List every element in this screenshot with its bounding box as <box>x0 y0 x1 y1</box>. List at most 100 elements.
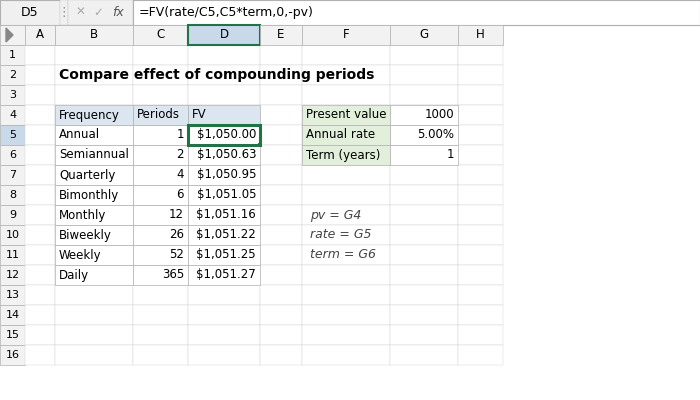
Text: Bimonthly: Bimonthly <box>59 188 119 202</box>
Bar <box>55 265 133 285</box>
Bar <box>260 145 302 165</box>
Bar <box>302 345 390 365</box>
Bar <box>133 205 188 225</box>
Text: 7: 7 <box>9 170 16 180</box>
Bar <box>55 165 133 185</box>
Bar <box>188 165 260 185</box>
Text: 365: 365 <box>162 268 184 282</box>
Bar <box>25 205 55 225</box>
Bar <box>390 245 458 265</box>
Bar <box>25 185 55 205</box>
Text: ⋮: ⋮ <box>57 6 70 19</box>
Bar <box>188 265 260 285</box>
Bar <box>25 85 55 105</box>
Bar <box>55 345 133 365</box>
Bar <box>133 145 188 165</box>
Bar <box>55 205 133 225</box>
Bar <box>188 45 260 65</box>
Text: 12: 12 <box>6 270 20 280</box>
Bar <box>458 285 503 305</box>
Bar <box>25 245 55 265</box>
Bar <box>260 345 302 365</box>
Bar <box>133 165 188 185</box>
Bar <box>133 245 188 265</box>
Bar <box>188 245 260 265</box>
Bar <box>55 225 133 245</box>
Bar <box>133 65 188 85</box>
Bar <box>25 265 55 285</box>
Text: 16: 16 <box>6 350 20 360</box>
Bar <box>133 125 188 145</box>
Bar <box>302 105 390 125</box>
Bar <box>55 145 133 165</box>
Bar <box>260 225 302 245</box>
Bar <box>390 105 458 125</box>
Bar <box>25 65 55 85</box>
Bar <box>188 145 260 165</box>
Bar <box>302 285 390 305</box>
Bar <box>133 225 188 245</box>
Bar <box>188 165 260 185</box>
Bar <box>133 225 188 245</box>
Bar <box>25 45 55 65</box>
Bar <box>458 125 503 145</box>
Bar <box>458 165 503 185</box>
Bar <box>302 225 390 245</box>
Bar <box>55 285 133 305</box>
Bar <box>302 25 390 45</box>
Text: 5.00%: 5.00% <box>417 128 454 142</box>
Bar <box>302 165 390 185</box>
Bar <box>133 265 188 285</box>
Bar <box>458 205 503 225</box>
Bar <box>458 45 503 65</box>
Bar <box>0 245 25 265</box>
Text: C: C <box>156 28 164 42</box>
Bar <box>133 185 188 205</box>
Bar <box>302 65 390 85</box>
Bar <box>55 305 133 325</box>
Bar <box>260 165 302 185</box>
Bar <box>25 225 55 245</box>
Text: 5: 5 <box>9 130 16 140</box>
Bar <box>55 105 133 125</box>
Bar <box>390 85 458 105</box>
Bar <box>302 125 390 145</box>
Bar <box>0 305 25 325</box>
Text: 2: 2 <box>9 70 16 80</box>
Bar <box>458 225 503 245</box>
Text: =FV(rate/C5,C5*term,0,-pv): =FV(rate/C5,C5*term,0,-pv) <box>139 6 314 19</box>
Bar <box>55 25 133 45</box>
Bar <box>302 245 390 265</box>
Bar <box>188 225 260 245</box>
Bar <box>458 145 503 165</box>
Bar <box>390 65 458 85</box>
Bar <box>188 225 260 245</box>
Bar <box>0 0 60 25</box>
Text: Weekly: Weekly <box>59 248 102 262</box>
Bar <box>390 265 458 285</box>
Bar <box>55 185 133 205</box>
Bar <box>458 325 503 345</box>
Bar <box>188 65 260 85</box>
Bar <box>0 225 25 245</box>
Text: $1,050.00: $1,050.00 <box>197 128 256 142</box>
Text: G: G <box>419 28 428 42</box>
Bar <box>0 285 25 305</box>
Bar <box>55 105 133 125</box>
Bar <box>458 185 503 205</box>
Text: 12: 12 <box>169 208 184 222</box>
Bar <box>458 85 503 105</box>
Bar <box>390 285 458 305</box>
Bar <box>390 125 458 145</box>
Bar <box>302 305 390 325</box>
Bar <box>188 345 260 365</box>
Bar <box>0 0 700 25</box>
Text: fx: fx <box>112 6 124 19</box>
Bar <box>133 305 188 325</box>
Bar <box>260 265 302 285</box>
Bar <box>390 325 458 345</box>
Bar <box>55 85 133 105</box>
Bar <box>25 325 55 345</box>
Text: Semiannual: Semiannual <box>59 148 129 162</box>
Text: 15: 15 <box>6 330 20 340</box>
